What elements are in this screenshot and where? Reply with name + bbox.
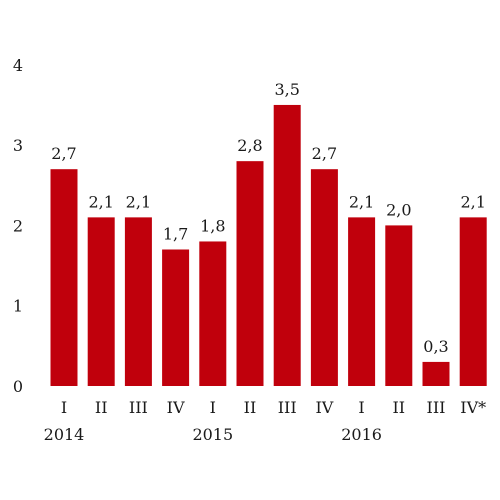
bar <box>199 241 227 386</box>
value-label: 3,5 <box>274 80 299 99</box>
bar <box>422 361 450 386</box>
y-axis: 0 1 2 3 4 <box>13 56 23 396</box>
bar <box>50 169 78 386</box>
value-label: 2,1 <box>460 192 485 211</box>
value-label: 0,3 <box>423 337 448 356</box>
value-label: 2,7 <box>312 144 337 163</box>
year-label: 2016 <box>341 425 382 444</box>
x-tick-label: I <box>61 398 67 417</box>
y-tick-label: 0 <box>13 377 23 396</box>
x-group-labels: 2014 2015 2016 <box>44 425 382 444</box>
y-tick-label: 2 <box>13 216 23 235</box>
bar <box>385 225 413 386</box>
x-tick-label: III <box>129 398 148 417</box>
bar <box>273 104 301 386</box>
x-tick-label: I <box>358 398 364 417</box>
value-label: 1,8 <box>200 216 225 235</box>
value-label: 2,7 <box>51 144 76 163</box>
x-tick-label: II <box>244 398 257 417</box>
value-label: 2,8 <box>237 136 262 155</box>
bar <box>459 217 487 386</box>
x-tick-label: IV* <box>460 398 486 417</box>
x-tick-label: III <box>278 398 297 417</box>
x-tick-label: IV <box>167 398 185 417</box>
x-tick-label: II <box>392 398 405 417</box>
x-tick-label: III <box>427 398 446 417</box>
bars <box>50 104 487 386</box>
bar <box>236 161 264 386</box>
value-label: 2,1 <box>126 192 151 211</box>
year-label: 2014 <box>44 425 85 444</box>
value-label: 2,1 <box>88 192 113 211</box>
x-axis: I II III IV I II III IV I II III IV* <box>61 398 486 417</box>
y-tick-label: 3 <box>13 136 23 155</box>
bar <box>124 217 152 386</box>
y-tick-label: 1 <box>13 297 23 316</box>
x-tick-label: II <box>95 398 108 417</box>
value-label: 1,7 <box>163 224 188 243</box>
bar <box>162 249 190 386</box>
value-label: 2,1 <box>349 192 374 211</box>
y-tick-label: 4 <box>13 56 23 75</box>
bar <box>310 169 338 386</box>
value-labels: 2,7 2,1 2,1 1,7 1,8 2,8 3,5 2,7 2,1 2,0 0,3 2,1 <box>51 80 486 356</box>
bar <box>87 217 115 386</box>
year-label: 2015 <box>192 425 233 444</box>
bar <box>348 217 376 386</box>
x-tick-label: I <box>210 398 216 417</box>
x-tick-label: IV <box>315 398 333 417</box>
value-label: 2,0 <box>386 200 411 219</box>
